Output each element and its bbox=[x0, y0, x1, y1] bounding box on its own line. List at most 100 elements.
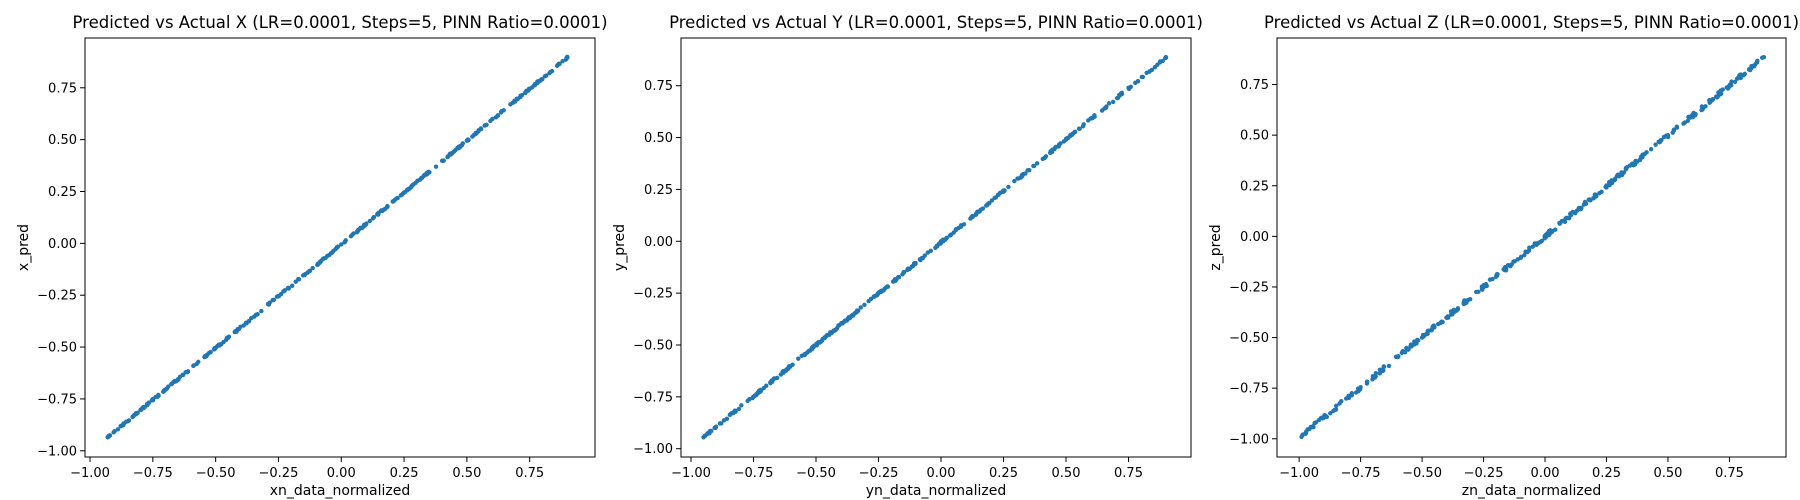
data-point bbox=[565, 55, 570, 60]
data-point bbox=[819, 338, 825, 343]
data-point bbox=[1077, 126, 1082, 131]
data-point bbox=[1542, 234, 1548, 239]
data-point bbox=[1462, 298, 1467, 303]
data-point bbox=[745, 398, 750, 404]
data-point bbox=[448, 152, 453, 157]
data-point bbox=[1642, 151, 1648, 157]
x-tick-label: 0.25 bbox=[390, 466, 419, 481]
y-tick-label: −0.50 bbox=[633, 338, 673, 353]
data-point bbox=[476, 128, 481, 133]
data-point bbox=[1020, 173, 1025, 179]
data-point bbox=[727, 412, 732, 417]
data-point bbox=[1381, 364, 1387, 369]
data-point bbox=[316, 261, 321, 267]
data-point bbox=[1155, 62, 1160, 67]
data-point bbox=[835, 325, 840, 331]
data-point bbox=[185, 369, 190, 375]
data-point bbox=[736, 406, 742, 412]
data-point bbox=[1591, 196, 1596, 201]
data-point bbox=[323, 255, 328, 261]
data-point bbox=[1160, 58, 1165, 64]
y-axis-label: y_pred bbox=[612, 224, 628, 271]
data-point bbox=[289, 283, 295, 288]
data-point bbox=[1072, 129, 1078, 135]
data-point bbox=[1023, 171, 1028, 176]
x-tick-label: 0.25 bbox=[1592, 466, 1621, 481]
y-axis-label: x_pred bbox=[16, 224, 32, 271]
data-point bbox=[1119, 90, 1125, 96]
data-point bbox=[1031, 163, 1036, 169]
data-point bbox=[406, 186, 412, 192]
data-point bbox=[115, 427, 121, 432]
data-point bbox=[433, 164, 439, 169]
data-point bbox=[1304, 429, 1309, 434]
data-point bbox=[831, 328, 836, 334]
y-tick-label: −1.00 bbox=[1229, 432, 1269, 447]
data-point bbox=[1576, 205, 1582, 211]
data-point bbox=[339, 242, 344, 247]
data-point bbox=[1612, 176, 1618, 181]
data-point bbox=[459, 143, 464, 148]
data-point bbox=[105, 435, 110, 440]
data-point bbox=[1465, 297, 1471, 303]
data-point bbox=[1311, 424, 1316, 430]
data-point bbox=[893, 278, 898, 283]
data-point bbox=[1714, 95, 1720, 100]
data-point bbox=[1444, 315, 1449, 320]
data-point bbox=[267, 300, 272, 305]
data-point bbox=[1346, 395, 1352, 401]
data-point bbox=[554, 63, 560, 69]
data-point bbox=[1494, 272, 1499, 277]
data-point bbox=[1674, 124, 1680, 129]
data-point bbox=[1377, 371, 1383, 376]
data-point bbox=[809, 347, 815, 352]
data-point bbox=[976, 209, 982, 214]
data-point bbox=[484, 122, 489, 128]
data-point bbox=[1582, 201, 1587, 206]
data-point bbox=[473, 131, 478, 137]
x-tick-label: 0.75 bbox=[1114, 466, 1143, 481]
data-point bbox=[513, 98, 518, 104]
data-point bbox=[355, 227, 361, 233]
data-point bbox=[973, 212, 978, 218]
data-point bbox=[180, 372, 185, 378]
data-point bbox=[1386, 363, 1392, 369]
y-tick-label: 0.00 bbox=[644, 235, 673, 250]
data-point bbox=[410, 183, 415, 188]
data-point bbox=[1534, 241, 1539, 246]
data-point bbox=[1523, 249, 1528, 254]
data-point bbox=[854, 308, 860, 313]
data-point bbox=[1754, 60, 1760, 65]
data-point bbox=[1736, 75, 1741, 80]
data-point bbox=[508, 102, 513, 107]
data-point bbox=[1623, 165, 1629, 171]
data-point bbox=[1693, 111, 1698, 117]
data-point bbox=[938, 239, 944, 244]
data-point bbox=[422, 172, 427, 178]
data-point bbox=[367, 218, 372, 224]
data-point bbox=[824, 333, 829, 339]
data-points bbox=[1299, 55, 1767, 439]
data-point bbox=[1547, 228, 1553, 233]
data-point bbox=[1461, 301, 1466, 307]
data-point bbox=[375, 211, 380, 216]
data-point bbox=[488, 118, 493, 124]
data-point bbox=[1414, 341, 1419, 346]
data-point bbox=[1481, 284, 1486, 290]
x-tick-label: −0.25 bbox=[859, 466, 899, 481]
x-tick-label: −0.50 bbox=[196, 466, 236, 481]
y-tick-label: −0.75 bbox=[1229, 382, 1269, 397]
data-point bbox=[1455, 306, 1461, 312]
data-point bbox=[390, 199, 396, 204]
data-point bbox=[1149, 67, 1155, 73]
x-axis-label: xn_data_normalized bbox=[270, 483, 411, 499]
x-tick-label: 0.00 bbox=[1531, 466, 1560, 481]
data-point bbox=[415, 178, 420, 183]
y-tick-label: 0.75 bbox=[1240, 78, 1269, 93]
data-point bbox=[862, 302, 867, 308]
data-point bbox=[1110, 99, 1116, 105]
data-point bbox=[1604, 183, 1609, 188]
data-point bbox=[138, 407, 144, 413]
data-point bbox=[1316, 417, 1322, 423]
